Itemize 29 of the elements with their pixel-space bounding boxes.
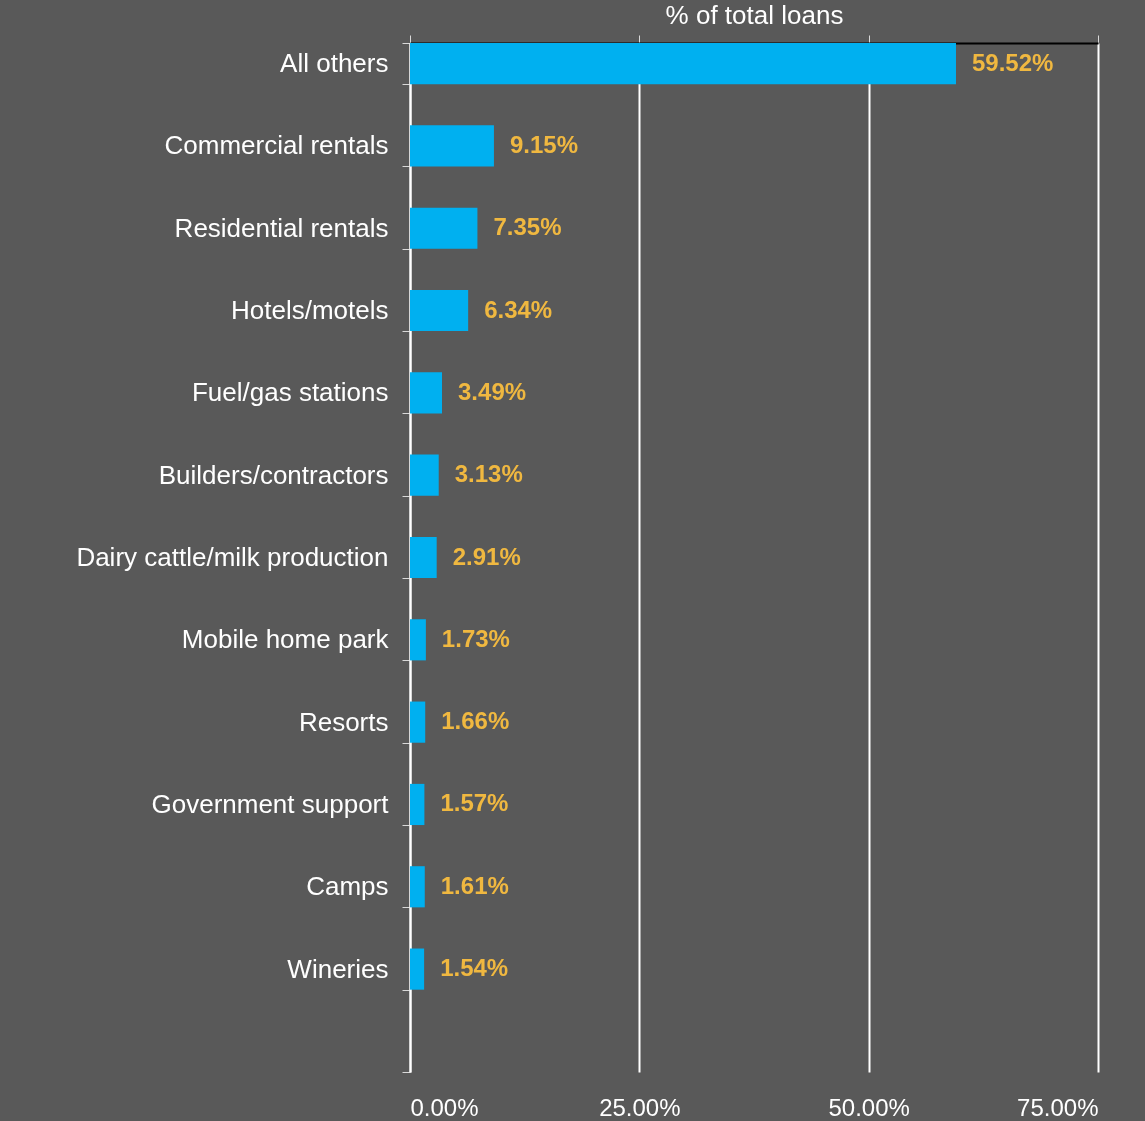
y-tick-label: Hotels/motels xyxy=(231,295,389,326)
y-tick-label: Dairy cattle/milk production xyxy=(76,542,389,572)
data-label: 1.61% xyxy=(440,871,509,899)
data-label: 1.73% xyxy=(441,624,510,652)
data-label: 1.54% xyxy=(440,954,509,982)
y-tick-label: Commercial rentals xyxy=(164,130,389,161)
y-tick-label: All others xyxy=(280,48,389,79)
data-label: 7.35% xyxy=(493,213,562,241)
x-tick-label: 25.00% xyxy=(599,1093,681,1121)
data-label: 6.34% xyxy=(484,295,553,323)
y-tick-label: Wineries xyxy=(287,953,389,984)
y-tick-label: Fuel/gas stations xyxy=(191,377,389,408)
data-label: 1.66% xyxy=(441,707,510,735)
y-tick-label: Builders/contractors xyxy=(158,459,389,490)
x-tick-label: 0.00% xyxy=(410,1093,479,1121)
y-tick-label: Residential rentals xyxy=(174,212,389,243)
data-label: 1.57% xyxy=(440,789,509,817)
data-label: 3.13% xyxy=(454,460,523,488)
data-label: 2.91% xyxy=(452,542,521,570)
data-label: 9.15% xyxy=(509,130,578,158)
x-tick-label: 75.00% xyxy=(1017,1093,1099,1121)
x-tick-label: 50.00% xyxy=(828,1093,910,1121)
y-tick-label: Government support xyxy=(151,788,390,819)
data-label: 3.49% xyxy=(458,377,527,405)
y-tick-label: Mobile home park xyxy=(181,624,390,655)
x-axis-title: % of total loans xyxy=(665,0,844,30)
y-tick-label: Camps xyxy=(306,871,389,902)
data-label: 59.52% xyxy=(972,48,1054,76)
y-tick-label: Resorts xyxy=(298,706,389,737)
